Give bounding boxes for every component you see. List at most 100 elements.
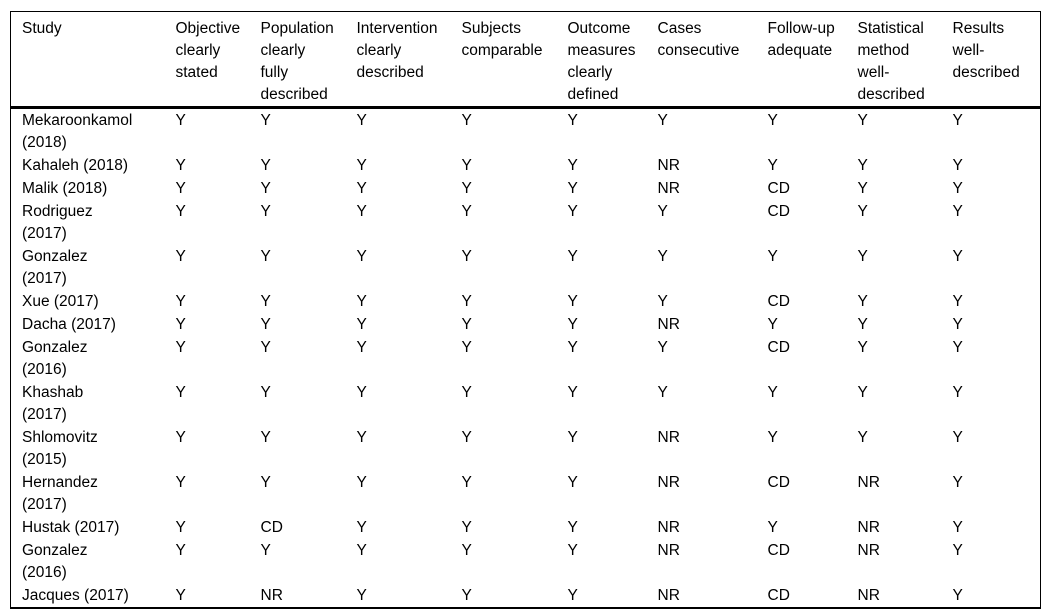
rating-cell-population: Y [260, 112, 271, 129]
table-row: Jacques (2017) Y NR Y Y Y NR CD NR Y [11, 584, 1041, 608]
rating-cell-subjects: Y [461, 474, 472, 491]
rating-cell-subjects: Y [461, 180, 472, 197]
study-cell: Gonzalez (2017) [11, 245, 165, 290]
table-row: Gonzalez (2017) Y Y Y Y Y Y Y Y Y [11, 245, 1041, 290]
rating-cell-statistical: NR [857, 542, 880, 559]
rating-cell-statistical: Y [857, 293, 868, 310]
study-name: Gonzalez (2016) [22, 339, 88, 378]
rating-cell-results: Y [952, 180, 963, 197]
study-name: Kahaleh (2018) [22, 157, 128, 174]
rating-cell-statistical: NR [857, 474, 880, 491]
rating-cell-followup: Y [767, 316, 778, 333]
study-name: Rodriguez (2017) [22, 203, 93, 242]
study-name: Dacha (2017) [22, 316, 116, 333]
rating-cell-outcome: Y [567, 474, 578, 491]
rating-cell-results: Y [952, 474, 963, 491]
rating-cell-subjects: Y [461, 112, 472, 129]
rating-cell-population: Y [260, 316, 271, 333]
study-name: Hernandez (2017) [22, 474, 98, 513]
rating-cell-population: Y [260, 542, 271, 559]
rating-cell-population: Y [260, 203, 271, 220]
rating-cell-objective: Y [175, 429, 186, 446]
rating-cell-intervention: Y [356, 112, 367, 129]
rating-cell-followup: Y [767, 157, 778, 174]
rating-cell-outcome: Y [567, 112, 578, 129]
rating-cell-followup: CD [767, 474, 790, 491]
column-header-intervention: Intervention clearly described [345, 11, 451, 109]
rating-cell-population: Y [260, 293, 271, 310]
table-row: Khashab (2017) Y Y Y Y Y Y Y Y Y [11, 381, 1041, 426]
study-cell: Gonzalez (2016) [11, 336, 165, 381]
rating-cell-intervention: Y [356, 180, 367, 197]
rating-cell-results: Y [952, 384, 963, 401]
study-cell: Dacha (2017) [11, 313, 165, 336]
rating-cell-cases: NR [657, 542, 680, 559]
rating-cell-population: Y [260, 248, 271, 265]
rating-cell-statistical: Y [857, 248, 868, 265]
study-cell: Malik (2018) [11, 177, 165, 200]
rating-cell-objective: Y [175, 542, 186, 559]
table-row: Gonzalez (2016) Y Y Y Y Y Y CD Y Y [11, 336, 1041, 381]
study-cell: Shlomovitz (2015) [11, 426, 165, 471]
rating-cell-intervention: Y [356, 316, 367, 333]
rating-cell-population: Y [260, 384, 271, 401]
rating-cell-outcome: Y [567, 339, 578, 356]
rating-cell-subjects: Y [461, 203, 472, 220]
rating-cell-statistical: Y [857, 339, 868, 356]
rating-cell-cases: NR [657, 316, 680, 333]
rating-cell-results: Y [952, 316, 963, 333]
rating-cell-statistical: Y [857, 112, 868, 129]
column-header-statistical: Statistical method well-described [846, 11, 942, 109]
rating-cell-results: Y [952, 112, 963, 129]
study-cell: Xue (2017) [11, 290, 165, 313]
rating-cell-outcome: Y [567, 384, 578, 401]
rating-cell-subjects: Y [461, 157, 472, 174]
rating-cell-intervention: Y [356, 384, 367, 401]
rating-cell-cases: Y [657, 384, 668, 401]
rating-cell-statistical: Y [857, 157, 868, 174]
rating-cell-intervention: Y [356, 157, 367, 174]
rating-cell-subjects: Y [461, 293, 472, 310]
rating-cell-subjects: Y [461, 339, 472, 356]
rating-cell-objective: Y [175, 248, 186, 265]
rating-cell-intervention: Y [356, 429, 367, 446]
study-cell: Jacques (2017) [11, 584, 165, 608]
rating-cell-outcome: Y [567, 203, 578, 220]
table-header: Study Objective clearly stated Population … [10, 11, 1041, 109]
rating-cell-population: NR [260, 587, 283, 604]
rating-cell-subjects: Y [461, 542, 472, 559]
rating-cell-objective: Y [175, 384, 186, 401]
rating-cell-statistical: NR [857, 519, 880, 536]
rating-cell-objective: Y [175, 112, 186, 129]
rating-cell-objective: Y [175, 293, 186, 310]
rating-cell-statistical: Y [857, 384, 868, 401]
rating-cell-results: Y [952, 339, 963, 356]
rating-cell-population: CD [260, 519, 283, 536]
rating-cell-results: Y [952, 519, 963, 536]
rating-cell-outcome: Y [567, 248, 578, 265]
rating-cell-population: Y [260, 339, 271, 356]
rating-cell-followup: CD [767, 339, 790, 356]
rating-cell-intervention: Y [356, 519, 367, 536]
rating-cell-population: Y [260, 157, 271, 174]
rating-cell-results: Y [952, 248, 963, 265]
rating-cell-intervention: Y [356, 542, 367, 559]
table-row: Xue (2017) Y Y Y Y Y Y CD Y Y [11, 290, 1041, 313]
table-body: Mekaroonkamol (2018) Y Y Y Y Y Y Y Y Y Kahaleh (20… [11, 108, 1041, 609]
study-name: Khashab (2017) [22, 384, 84, 423]
rating-cell-statistical: Y [857, 180, 868, 197]
rating-cell-cases: Y [657, 112, 668, 129]
rating-cell-statistical: NR [857, 587, 880, 604]
rating-cell-outcome: Y [567, 180, 578, 197]
rating-cell-cases: NR [657, 180, 680, 197]
rating-cell-objective: Y [175, 203, 186, 220]
column-header-results: Results well-described [941, 11, 1041, 109]
rating-cell-statistical: Y [857, 429, 868, 446]
study-name: Gonzalez (2016) [22, 542, 88, 581]
column-header-study: Study [10, 11, 165, 109]
rating-cell-outcome: Y [567, 542, 578, 559]
rating-cell-results: Y [952, 542, 963, 559]
rating-cell-cases: NR [657, 157, 680, 174]
study-name: Shlomovitz (2015) [22, 429, 98, 468]
rating-cell-followup: CD [767, 542, 790, 559]
